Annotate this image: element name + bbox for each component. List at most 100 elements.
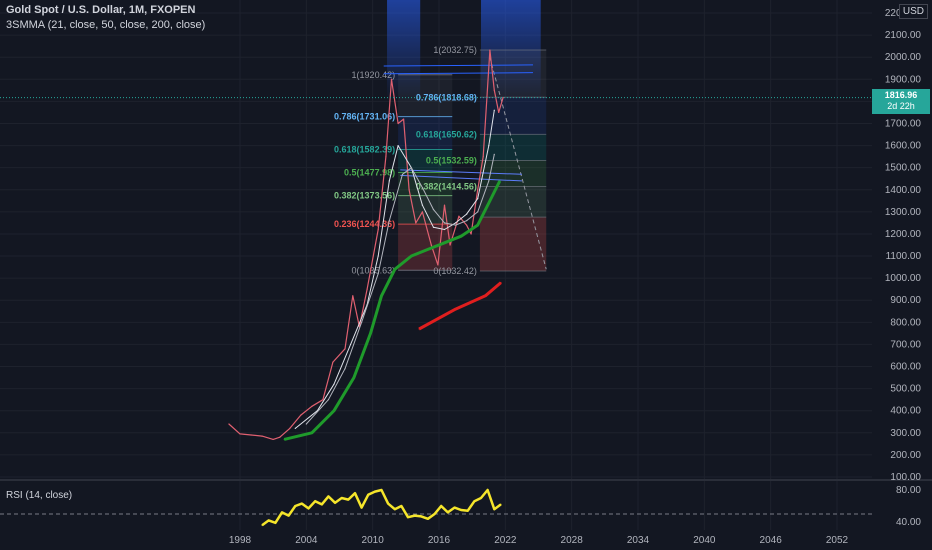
data-point [344, 368, 346, 370]
fib-level-label: 0.5(1532.59) [426, 155, 477, 165]
rsi-point [374, 491, 376, 493]
rsi-pane [0, 488, 872, 527]
rsi-point [420, 515, 422, 518]
fibonacci-retracement-right[interactable]: 1(2032.75) 0.786(1818.68) 0.618(1650.62) 0.… [383, 45, 547, 276]
data-point [427, 248, 429, 251]
data-point [305, 423, 307, 425]
rsi-point [433, 513, 436, 515]
currency-label[interactable]: USD [898, 4, 928, 19]
x-tick-label: 2028 [561, 535, 584, 546]
fib-level-label: 0(1032.42) [433, 266, 477, 276]
data-point [344, 348, 346, 350]
data-point [489, 49, 491, 51]
data-point [388, 220, 390, 222]
rsi-tick-label: 40.00 [896, 517, 921, 528]
data-point [300, 414, 302, 416]
y-tick-label: 800.00 [890, 317, 921, 328]
data-point [466, 224, 468, 226]
fib-zone [398, 224, 453, 271]
y-tick-label: 1300.00 [885, 207, 922, 218]
data-point [443, 204, 446, 206]
indicator-legend[interactable]: 3SMMA (21, close, 50, close, 200, close) [6, 19, 206, 31]
data-point [460, 235, 462, 237]
data-point [403, 118, 405, 120]
fib-level-label: 1(1920.42) [352, 70, 396, 80]
y-tick-label: 1600.00 [885, 141, 922, 152]
data-point [488, 144, 490, 147]
rsi-point [314, 500, 316, 502]
x-tick-label: 2052 [826, 535, 849, 546]
data-point [493, 153, 495, 156]
data-point [261, 435, 263, 437]
x-tick-label: 2022 [494, 535, 517, 546]
rsi-point [380, 489, 383, 491]
data-point [410, 167, 412, 169]
rsi-point [500, 503, 502, 505]
y-tick-label: 1900.00 [885, 74, 922, 85]
data-point [477, 211, 479, 213]
rsi-point [341, 497, 343, 499]
data-point [477, 189, 479, 191]
data-point [380, 295, 383, 297]
rsi-point [288, 515, 290, 517]
y-tick-label: 1100.00 [886, 251, 922, 262]
x-tick-label: 2046 [760, 535, 783, 546]
resistance-line [383, 64, 533, 67]
data-point [366, 288, 368, 290]
rsi-point [480, 497, 482, 499]
x-tick-label: 2016 [428, 535, 451, 546]
data-point [408, 189, 410, 191]
rsi-point [487, 489, 489, 491]
fib-zone [398, 74, 453, 117]
data-point [432, 226, 435, 228]
price-line [228, 49, 504, 440]
y-tick-label: 1200.00 [885, 229, 922, 240]
data-point [443, 242, 446, 244]
rsi-point [473, 500, 475, 502]
y-tick-label: 1700.00 [885, 118, 922, 129]
data-point [311, 432, 313, 434]
price-and-moving-averages [0, 49, 872, 441]
data-point [394, 268, 396, 270]
y-tick-label: 1400.00 [885, 185, 922, 196]
fib-zone [479, 134, 547, 161]
x-tick-label: 2004 [295, 535, 318, 546]
axes: 100.00 200.00 300.00 400.00 500.00 600.00 700.… [229, 8, 922, 546]
rsi-point [274, 522, 276, 524]
fib-zone [398, 149, 453, 173]
y-tick-label: 700.00 [890, 339, 921, 350]
y-tick-label: 900.00 [890, 295, 921, 306]
rsi-point [414, 515, 416, 517]
fib-level-label: 0.382(1373.56) [334, 191, 395, 201]
rsi-point [440, 505, 442, 507]
y-tick-label: 200.00 [890, 450, 921, 461]
rsi-label[interactable]: RSI (14, close) [6, 490, 73, 501]
fibonacci-retracement-left[interactable]: 1(1920.42) 0.786(1731.06) 0.618(1582.39) 0.… [334, 70, 453, 275]
fib-level-label: 0.618(1582.39) [334, 144, 395, 154]
data-point [410, 255, 412, 257]
fib-zone [398, 172, 453, 196]
data-point [385, 156, 387, 158]
data-point [421, 186, 424, 189]
rsi-point [447, 511, 449, 513]
rsi-point [307, 507, 310, 509]
rsi-point [301, 503, 303, 505]
fib-zone [398, 116, 453, 150]
rsi-point [334, 502, 336, 504]
rsi-point [347, 499, 349, 501]
data-point [498, 111, 500, 114]
rsi-tick-label: 80.00 [896, 485, 921, 496]
rsi-point [467, 510, 469, 512]
data-point [437, 264, 439, 266]
x-tick-label: 1998 [229, 535, 252, 546]
x-tick-label: 2040 [693, 535, 716, 546]
data-point [449, 244, 451, 246]
data-point [482, 156, 484, 158]
symbol-title[interactable]: Gold Spot / U.S. Dollar, 1M, FXOPEN [6, 4, 196, 16]
rsi-point [387, 503, 389, 505]
smma-200-line [283, 180, 502, 441]
y-tick-label: 1500.00 [885, 163, 922, 174]
data-point [311, 405, 313, 407]
rsi-point [493, 508, 495, 510]
